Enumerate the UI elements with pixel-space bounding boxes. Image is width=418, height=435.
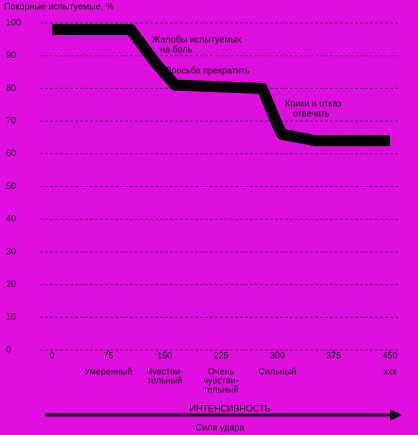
- annotation: отвечать: [293, 108, 330, 118]
- intensity-label: тельный: [147, 375, 182, 385]
- intensity-label: Чувстви-: [146, 366, 183, 376]
- y-tick-label: 70: [6, 115, 16, 125]
- y-tick-label: 20: [6, 279, 16, 289]
- y-tick-label: 30: [6, 246, 16, 256]
- intensity-label: ххх: [383, 366, 397, 376]
- intensity-label: Очень: [208, 366, 235, 376]
- y-tick-label: 100: [6, 17, 21, 27]
- annotation: Просьба прекратить: [165, 65, 250, 75]
- y-tick-label: 0: [6, 344, 11, 354]
- y-tick-label: 50: [6, 181, 16, 191]
- x-tick-label: 300: [270, 350, 285, 360]
- line: [52, 24, 390, 147]
- x-tick-label: 150: [157, 350, 172, 360]
- x-tick-label: 450: [382, 350, 397, 360]
- y-tick-label: 90: [6, 50, 16, 60]
- x-tick-label: 0: [49, 350, 54, 360]
- y-tick-label: 60: [6, 148, 16, 158]
- intensity-label: тельный: [203, 384, 238, 394]
- chart-title: Покорные испытуемые, %: [4, 1, 114, 11]
- x-tick-label: 75: [103, 350, 113, 360]
- x-tick-label: 375: [326, 350, 341, 360]
- y-tick-label: 40: [6, 214, 16, 224]
- intensity-label: Умеренный: [84, 366, 132, 376]
- y-tick-label: 10: [6, 312, 16, 322]
- intensity-label: чувстви-: [203, 375, 238, 385]
- annotation: Крики и отказ: [285, 98, 341, 108]
- arrow-head: [390, 409, 402, 421]
- texture: [40, 18, 398, 358]
- axis-title: ИНТЕНСИВНОСТЬ: [189, 403, 270, 413]
- annotation: Жалобы испытуемых: [152, 34, 242, 44]
- x-tick-label: 225: [213, 350, 228, 360]
- axis-subtitle: Сила удара: [196, 422, 245, 432]
- intensity-label: Сильный: [258, 366, 296, 376]
- y-tick-label: 80: [6, 83, 16, 93]
- annotation: на боль: [160, 44, 193, 54]
